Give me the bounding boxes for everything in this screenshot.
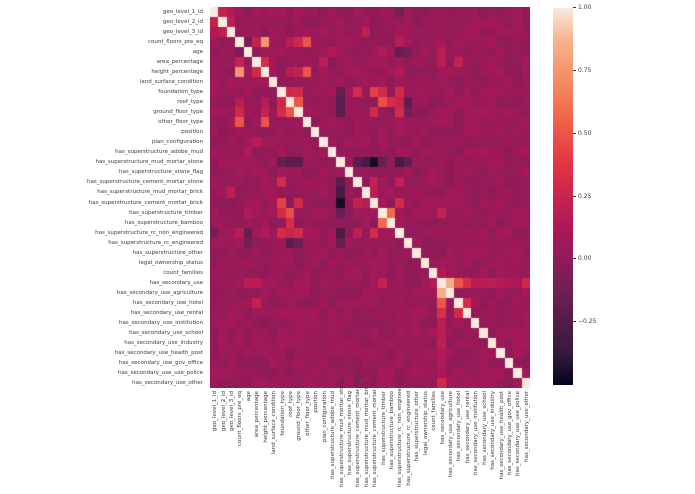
y-tick-label: has_superstructure_other (132, 249, 203, 256)
y-tick-label: has_secondary_use_hotel (132, 299, 203, 306)
y-tick-label: has_secondary_use_industry (124, 339, 203, 346)
colorbar-tick-mark (573, 321, 576, 323)
x-tick-label: plan_configuration (321, 391, 328, 443)
x-tick-label: land_surface_condition (271, 391, 278, 455)
y-tick-label: has_secondary_use_health_post (114, 349, 203, 356)
x-tick-label: has_secondary_use_rental (464, 391, 471, 464)
x-tick-label: has_secondary_use_health_post (498, 391, 505, 480)
y-tick-label: height_percentage (151, 69, 203, 76)
y-tick-label: has_superstructure_mud_mortar_brick (97, 189, 203, 196)
y-tick-label: has_secondary_use_use_police (117, 369, 203, 376)
y-tick-label: has_superstructure_cement_mortar_brick (88, 199, 203, 206)
y-tick-label: geo_level_1_id (162, 9, 203, 15)
y-tick-label: has_secondary_use_gov_office (118, 359, 203, 366)
colorbar-gradient (553, 8, 573, 385)
colorbar-tick-mark (573, 258, 576, 260)
y-tick-label: age (192, 49, 203, 56)
y-tick-label: plan_configuration (151, 139, 203, 146)
colorbar-tick-value: 0.00 (578, 255, 592, 263)
y-tick-label: has_secondary_use_agriculture (116, 289, 203, 296)
x-tick-label: has_secondary_use (439, 391, 446, 445)
x-tick-label: has_superstructure_adobe_mud (330, 391, 337, 479)
y-tick-label: has_secondary_use (149, 279, 203, 286)
x-tick-label: geo_level_1_id (212, 391, 219, 432)
x-tick-label: count_floors_pre_eq (237, 391, 244, 446)
x-tick-label: has_secondary_use_institution (473, 391, 480, 475)
x-tick-label: geo_level_2_id (220, 391, 227, 432)
correlation-heatmap-canvas (210, 7, 530, 388)
x-tick-label: has_superstructure_cement_mortar_stone (355, 371, 362, 487)
x-tick-label: has_superstructure_cement_mortar_brick (372, 372, 379, 487)
y-tick-label: has_superstructure_cement_mortar_stone (87, 179, 203, 186)
y-tick-label: has_superstructure_rc_non_engineered (95, 229, 203, 236)
y-tick-label: count_floors_pre_eq (148, 39, 203, 46)
x-tick-label: other_floor_type (304, 391, 311, 436)
x-tick-label: count_families (431, 391, 438, 431)
y-tick-label: area_percentage (156, 59, 203, 66)
colorbar-tick-value: 0.75 (578, 66, 592, 74)
colorbar-tick-value: 1.00 (578, 4, 592, 11)
y-tick-label: foundation_type (158, 89, 203, 96)
y-tick-label: has_superstructure_stone_flag (118, 169, 203, 176)
y-tick-label: has_secondary_use_school (129, 329, 203, 336)
x-tick-label: foundation_type (279, 391, 286, 436)
colorbar-tick-label: −0.25 (573, 319, 613, 325)
colorbar-tick-label: 1.00 (573, 5, 613, 11)
x-tick-label: has_superstructure_timber (380, 391, 387, 465)
x-tick-label: legal_ownership_status (422, 391, 429, 456)
colorbar-tick-labels: 1.00 0.75 0.50 0.25 0.00 −0.25 (573, 5, 613, 385)
colorbar-tick-value: 0.25 (578, 192, 592, 200)
y-tick-label: count_families (163, 269, 203, 276)
x-tick-label: has_superstructure_mud_mortar_stone (338, 379, 345, 487)
x-tick-label: has_secondary_use_use_police (515, 391, 522, 477)
x-tick-label: has_secondary_use_school (481, 391, 488, 465)
y-tick-label: position (181, 129, 203, 136)
x-tick-label: has_superstructure_mud_mortar_brick (363, 381, 370, 487)
y-tick-label: has_secondary_use_rental (130, 309, 203, 316)
y-tick-label: legal_ownership_status (138, 259, 203, 266)
colorbar-tick-value: 0.50 (578, 129, 592, 137)
x-tick-label: has_secondary_use_hotel (456, 391, 463, 462)
x-tick-label: has_secondary_use_industry (490, 391, 497, 470)
x-tick-label: position (313, 391, 320, 413)
colorbar-tick-label: 0.00 (573, 256, 613, 262)
x-tick-label: has_secondary_use_other (523, 391, 530, 462)
x-tick-label: has_superstructure_rc_non_engineered (397, 379, 404, 487)
y-tick-label: has_superstructure_bamboo (124, 219, 203, 226)
colorbar-tick-mark (573, 195, 576, 197)
colorbar-tick-label: 0.50 (573, 129, 613, 137)
y-tick-label: has_secondary_use_institution (119, 319, 203, 326)
y-axis-labels: geo_level_1_id geo_level_2_id geo_level_3_… (0, 7, 206, 388)
x-tick-label: height_percentage (262, 391, 269, 443)
colorbar-tick-label: 0.25 (573, 192, 613, 200)
y-tick-label: has_superstructure_rc_engineered (108, 239, 203, 246)
y-tick-label: geo_level_2_id (162, 19, 203, 26)
x-tick-label: ground_floor_type (296, 391, 303, 441)
y-tick-label: ground_floor_type (153, 109, 203, 116)
y-tick-label: roof_type (177, 99, 203, 106)
colorbar-tick-mark (573, 7, 576, 8)
colorbar-tick-mark (573, 69, 576, 71)
y-tick-label: land_surface_condition (139, 79, 203, 86)
x-tick-label: has_superstructure_other (414, 391, 421, 462)
y-tick-label: other_floor_type (158, 119, 203, 126)
x-tick-label: area_percentage (254, 391, 261, 438)
y-tick-label: has_superstructure_adobe_mud (115, 149, 203, 156)
y-tick-label: has_superstructure_mud_mortar_stone (95, 159, 203, 166)
y-tick-label: geo_level_3_id (162, 29, 203, 36)
colorbar-tick-label: 0.75 (573, 66, 613, 74)
y-tick-label: has_secondary_use_other (132, 379, 203, 386)
colorbar-tick-mark (573, 132, 576, 134)
y-tick-label: has_superstructure_timber (129, 209, 203, 216)
colorbar-tick-value: −0.25 (578, 318, 597, 326)
